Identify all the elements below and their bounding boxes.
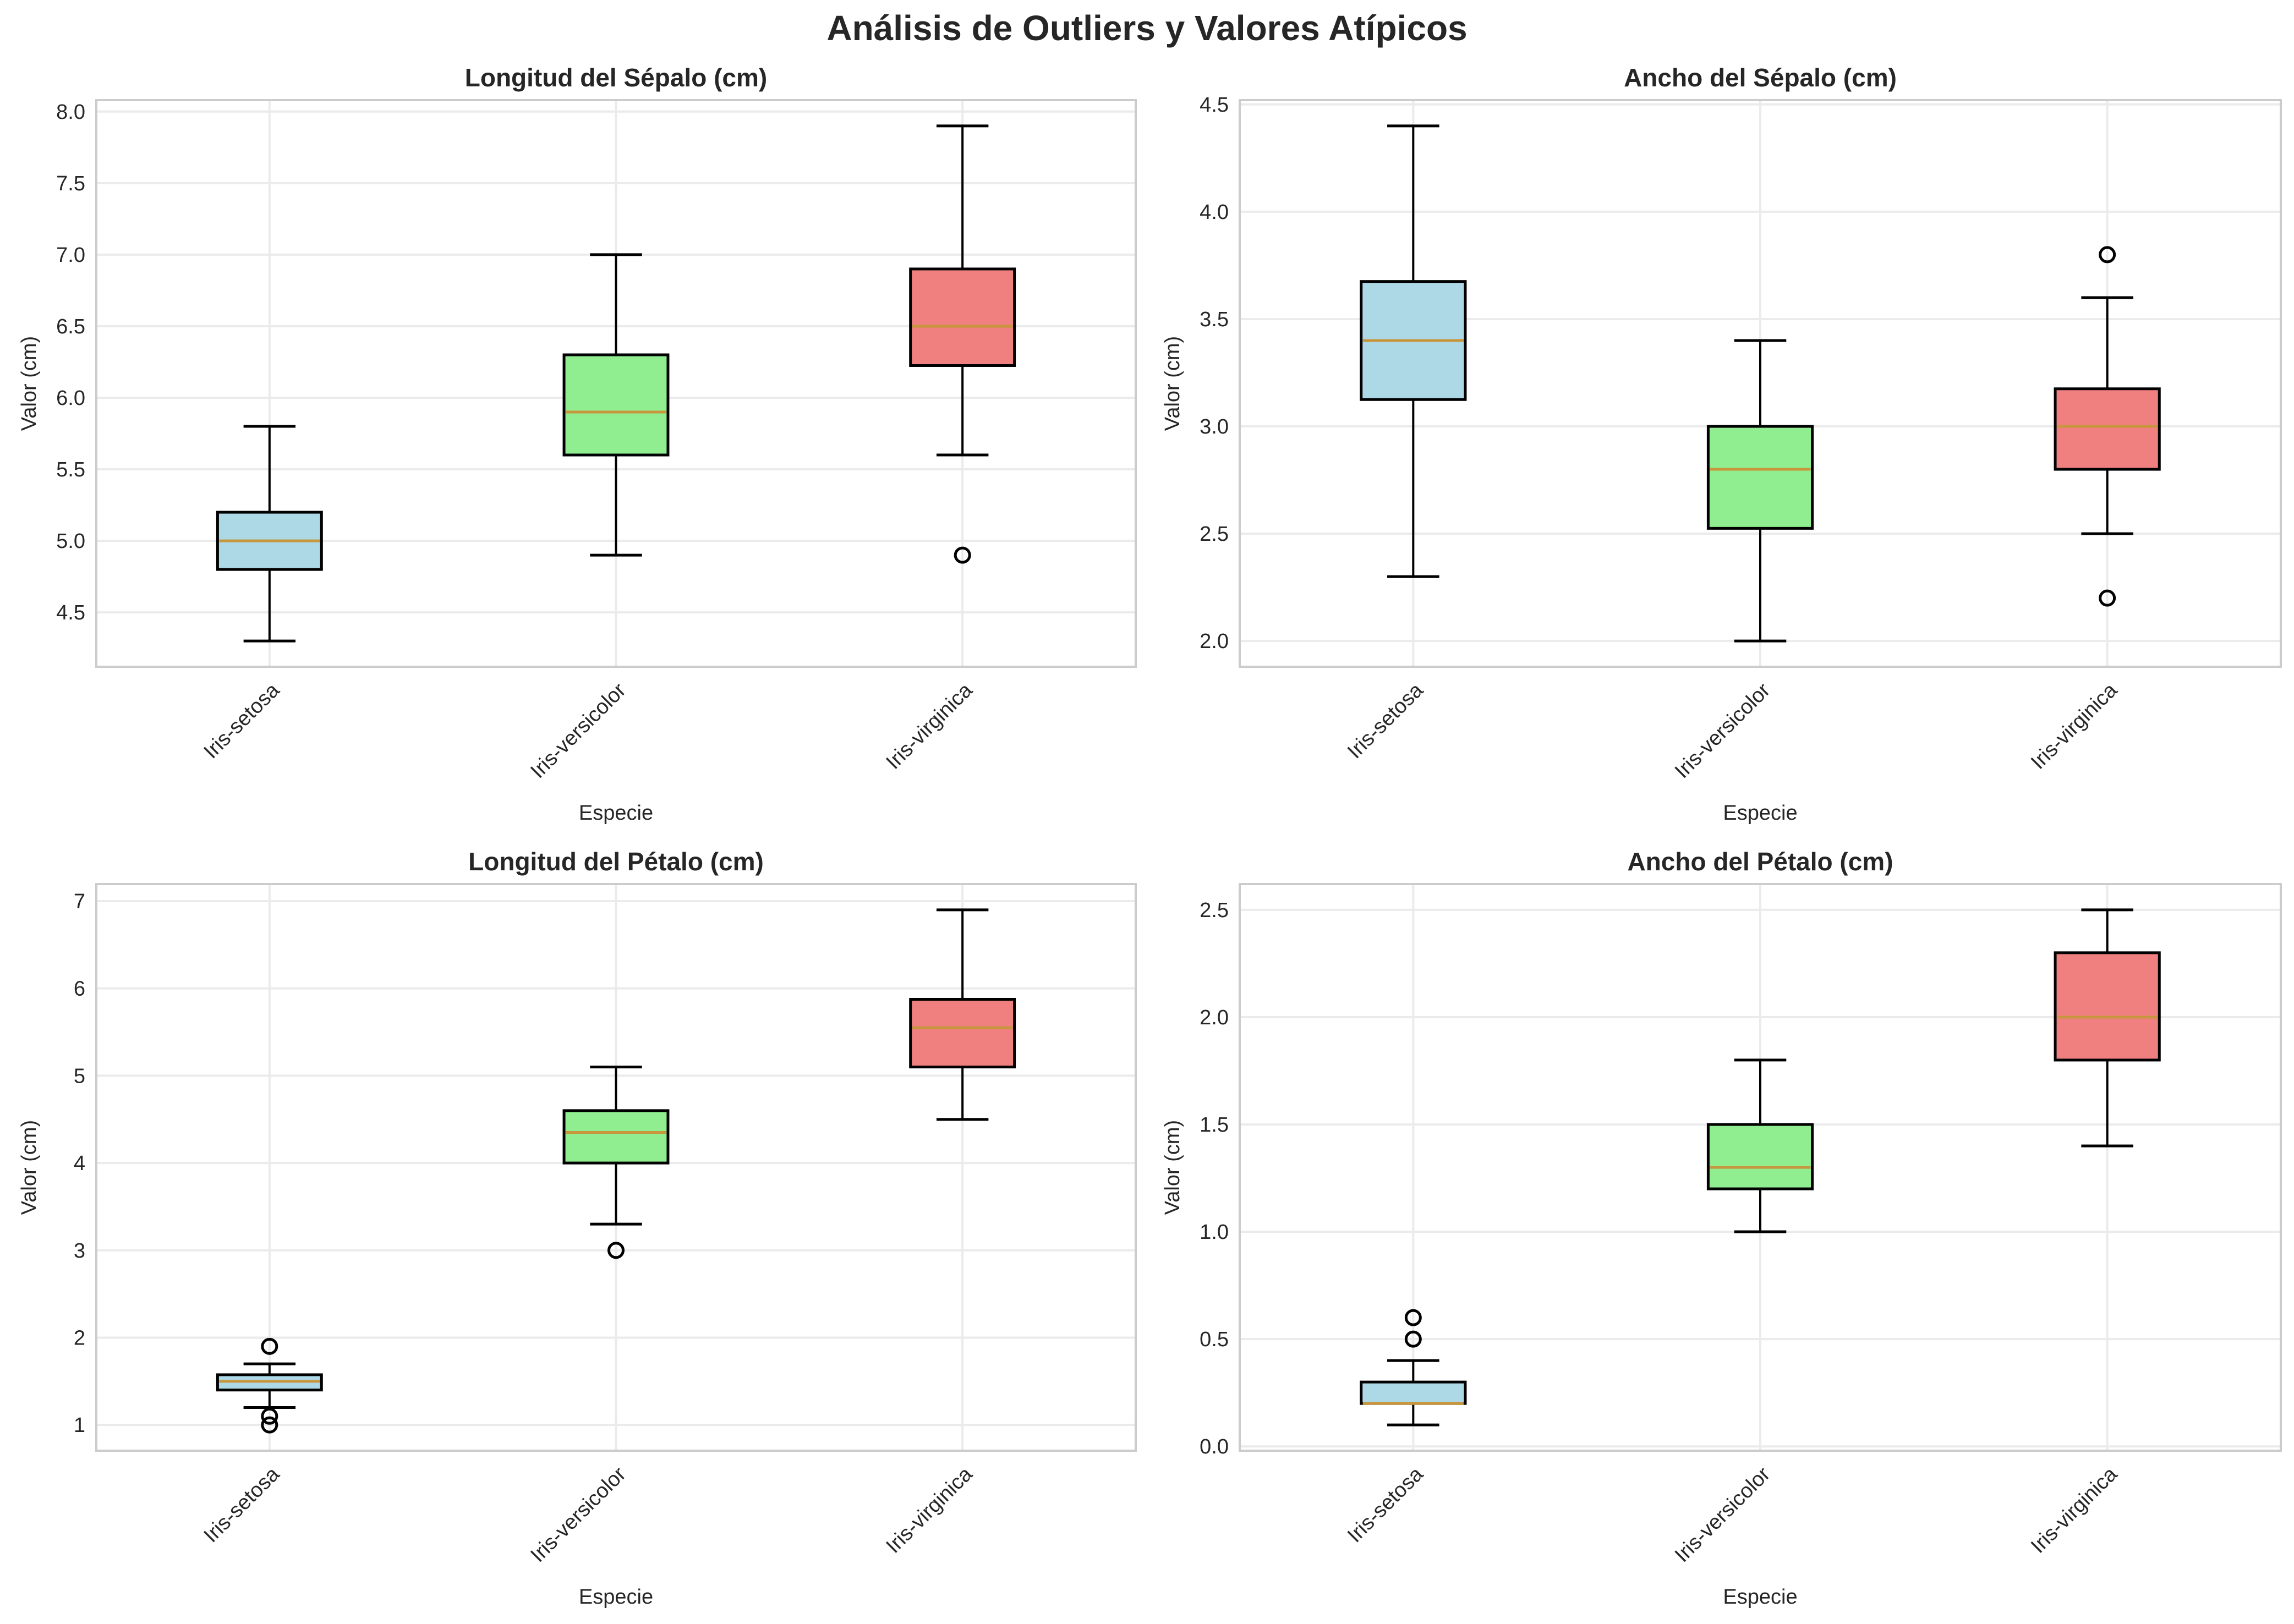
iqr-box [1706,1123,1814,1190]
plot-frame [95,883,1137,1452]
plot-frame [95,99,1137,668]
outlier-point [1404,1330,1422,1348]
outlier-point [2099,589,2116,607]
y-tick-label: 5.0 [56,530,85,553]
x-tick-label: Iris-setosa [1343,1462,1428,1547]
y-axis-label: Valor (cm) [18,336,41,431]
y-tick-label: 6.5 [56,315,85,338]
subplot-title: Ancho del Sépalo (cm) [1624,63,1897,92]
x-tick-label: Iris-virginica [882,1462,977,1558]
y-tick-label: 1.0 [1200,1221,1229,1244]
subplot-title: Ancho del Pétalo (cm) [1627,847,1893,876]
x-tick-label: Iris-virginica [2027,1462,2122,1558]
x-tick-label: Iris-versicolor [1671,678,1775,783]
x-axis-label: Especie [1723,802,1797,825]
iqr-box [1706,425,1814,530]
iqr-box [562,1109,670,1165]
subplot-title: Longitud del Sépalo (cm) [465,63,767,92]
y-tick-label: 4.5 [1200,94,1229,117]
plot-frame [1239,883,2282,1452]
outlier-point [954,546,971,564]
iqr-box [2054,951,2161,1062]
outlier-point [1404,1309,1422,1326]
box-iris-versicolor [1706,1058,1814,1233]
x-axis-label: Especie [579,1585,653,1609]
x-tick-label: Iris-versicolor [526,678,631,783]
y-tick-label: 0.0 [1200,1435,1229,1458]
chart-petal-width: Ancho del Pétalo (cm) 0.0 0.5 1.0 1.5 2.0 2.5 V… [1161,847,2282,1609]
box-iris-virginica [909,124,1016,564]
y-tick-label: 5.5 [56,458,85,481]
y-tick-label: 6.0 [56,387,85,410]
plot-frame [1239,99,2282,668]
subplot-title: Longitud del Pétalo (cm) [468,847,764,876]
y-tick-label: 0.5 [1200,1328,1229,1351]
x-axis-label: Especie [579,802,653,825]
iqr-box [562,353,670,457]
x-tick-label: Iris-setosa [200,678,284,763]
x-tick-label: Iris-versicolor [526,1462,631,1567]
y-tick-label: 2.0 [1200,630,1229,653]
box-iris-virginica [909,908,1016,1121]
y-tick-label: 3.5 [1200,308,1229,331]
iqr-box [1360,1380,1467,1405]
box-iris-versicolor [1706,339,1814,643]
y-tick-label: 2.5 [1200,523,1229,546]
iqr-box [909,997,1016,1068]
x-tick-label: Iris-virginica [2027,678,2122,774]
box-iris-setosa [1360,124,1467,578]
y-tick-label: 1 [74,1414,85,1437]
box-iris-virginica [2054,908,2161,1148]
box-iris-setosa [216,425,323,643]
x-tick-label: Iris-setosa [200,1462,284,1547]
y-tick-label: 3.0 [1200,415,1229,438]
y-tick-label: 2.0 [1200,1006,1229,1029]
chart-sepal-width: Ancho del Sépalo (cm) 2.0 2.5 3.0 3.5 4.0 4.5 V… [1161,63,2282,825]
y-tick-label: 6 [74,978,85,1001]
iqr-box [2054,387,2161,471]
y-tick-label: 2 [74,1326,85,1349]
y-tick-label: 1.5 [1200,1113,1229,1137]
y-tick-label: 4 [74,1152,85,1175]
x-tick-label: Iris-virginica [882,678,977,774]
outlier-point [261,1416,278,1434]
box-iris-setosa [1360,1309,1467,1427]
y-tick-label: 4.5 [56,601,85,624]
y-axis-label: Valor (cm) [1161,1120,1184,1215]
outlier-point [261,1337,278,1355]
outlier-point [2099,246,2116,264]
figure-title: Análisis de Outliers y Valores Atípicos [826,8,1468,48]
outlier-point [607,1242,625,1259]
y-tick-label: 7 [74,890,85,913]
box-iris-versicolor [562,1065,670,1259]
chart-petal-length: Longitud del Pétalo (cm) 1 2 3 4 5 6 7 Valor (cm… [18,847,1137,1609]
y-tick-label: 7.5 [56,172,85,195]
y-axis-label: Valor (cm) [1161,336,1184,431]
y-axis-label: Valor (cm) [18,1120,41,1215]
chart-sepal-length: Longitud del Sépalo (cm) 4.5 5.0 5.5 6.0 6.5 7… [18,63,1137,825]
y-tick-label: 5 [74,1065,85,1088]
x-tick-label: Iris-versicolor [1671,1462,1775,1567]
iqr-box [909,267,1016,367]
y-tick-label: 3 [74,1239,85,1263]
box-iris-versicolor [562,253,670,557]
y-tick-label: 4.0 [1200,201,1229,224]
box-iris-virginica [2054,246,2161,607]
y-tick-label: 7.0 [56,244,85,267]
x-tick-label: Iris-setosa [1343,678,1428,763]
y-tick-label: 8.0 [56,101,85,124]
y-tick-label: 2.5 [1200,899,1229,922]
box-iris-setosa [216,1337,323,1434]
outlier-point [261,1407,278,1425]
x-axis-label: Especie [1723,1585,1797,1609]
